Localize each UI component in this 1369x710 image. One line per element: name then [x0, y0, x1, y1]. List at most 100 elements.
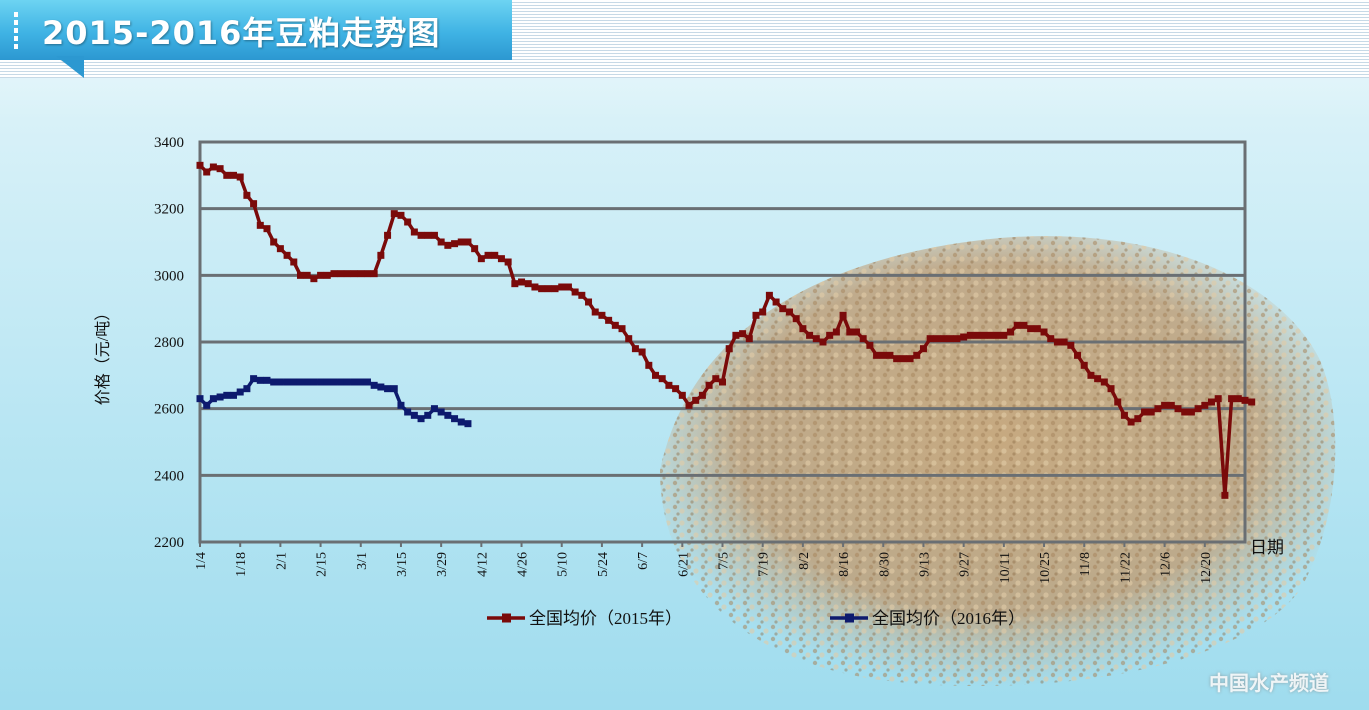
series-1-marker — [866, 341, 874, 349]
series-2-marker — [250, 375, 258, 383]
series-1-marker — [986, 331, 994, 339]
series-1-marker — [732, 331, 740, 339]
series-1-marker — [685, 401, 693, 409]
series-1-marker — [611, 321, 619, 329]
series-1-marker — [484, 251, 492, 259]
y-tick-label: 2200 — [154, 535, 184, 551]
x-tick-label: 2/1 — [274, 552, 289, 570]
x-tick-label: 7/19 — [757, 552, 772, 577]
x-tick-label: 3/29 — [435, 552, 450, 577]
series-1-marker — [417, 231, 425, 239]
series-1-marker — [598, 311, 606, 319]
series-1-marker — [1053, 338, 1061, 346]
series-1-marker — [337, 270, 345, 278]
series-1-marker — [591, 308, 599, 316]
series-1-marker — [705, 381, 713, 389]
series-1-marker — [1094, 375, 1102, 383]
series-1-marker — [323, 271, 331, 279]
y-tick-label: 2800 — [154, 335, 184, 351]
y-tick-label: 2400 — [154, 468, 184, 484]
series-2-marker — [410, 411, 418, 419]
series-1-marker — [203, 168, 211, 176]
series-2-marker — [444, 411, 452, 419]
series-1-marker — [1147, 408, 1155, 416]
series-2-marker — [209, 395, 217, 403]
series-1-marker — [625, 335, 633, 343]
series-1-marker — [1087, 371, 1095, 379]
series-1-marker — [879, 351, 887, 359]
x-tick-label: 1/4 — [194, 552, 209, 570]
series-1-marker — [1114, 398, 1122, 406]
series-1-marker — [283, 251, 291, 259]
series-1-marker — [1234, 395, 1242, 403]
series-1-marker — [497, 255, 505, 263]
series-1-marker — [370, 270, 378, 278]
legend-marker-2 — [845, 613, 854, 623]
series-1-marker — [645, 361, 653, 369]
y-tick-label: 3000 — [154, 268, 184, 284]
x-tick-label: 8/30 — [877, 552, 892, 577]
series-1-marker — [290, 258, 298, 266]
title-banner — [0, 0, 512, 60]
series-1-marker — [1120, 411, 1128, 419]
series-1-marker — [665, 381, 673, 389]
series-1-marker — [1228, 395, 1236, 403]
series-2-marker — [229, 391, 237, 399]
title-banner-tail — [56, 56, 84, 78]
series-1-marker — [511, 280, 519, 288]
legend-marker-1 — [502, 613, 511, 623]
series-1-marker — [940, 335, 948, 343]
series-1-marker — [196, 161, 204, 169]
series-1-marker — [1208, 398, 1216, 406]
x-tick-label: 10/11 — [998, 552, 1013, 583]
series-1-marker — [772, 298, 780, 306]
series-1-marker — [250, 200, 258, 208]
series-1-marker — [236, 173, 244, 181]
series-1-marker — [256, 221, 264, 229]
y-tick-label: 3200 — [154, 202, 184, 218]
series-1-marker — [779, 305, 787, 313]
series-2-marker — [390, 385, 398, 393]
series-1-marker — [859, 335, 867, 343]
series-1-marker — [216, 165, 224, 173]
series-1-marker — [839, 311, 847, 319]
x-tick-label: 4/26 — [516, 552, 531, 577]
series-1-marker — [812, 335, 820, 343]
watermark-logo: 中国水产频道 — [1209, 671, 1329, 695]
series-1-marker — [672, 385, 680, 393]
series-1-marker — [906, 355, 914, 363]
series-1-marker — [725, 345, 733, 353]
series-1-marker — [1033, 325, 1041, 333]
series-1-marker — [263, 225, 271, 233]
series-1-marker — [390, 210, 398, 218]
series-1-marker — [471, 245, 479, 253]
series-1-marker — [1161, 401, 1169, 409]
series-1-marker — [1040, 328, 1048, 336]
x-tick-label: 9/27 — [958, 552, 973, 577]
series-2-marker — [303, 378, 311, 386]
x-tick-label: 12/6 — [1159, 552, 1174, 577]
series-1-marker — [1221, 491, 1229, 499]
series-1-marker — [1214, 395, 1222, 403]
series-2-marker — [357, 378, 365, 386]
y-tick-label: 3400 — [154, 135, 184, 151]
x-tick-label: 9/13 — [917, 552, 932, 577]
x-tick-label: 7/5 — [717, 552, 732, 570]
series-2-marker — [457, 418, 465, 426]
series-1-marker — [966, 331, 974, 339]
series-2-marker — [223, 391, 231, 399]
series-2-marker — [377, 383, 385, 391]
series-1-marker — [953, 335, 961, 343]
series-2-marker — [430, 405, 438, 413]
x-axis-label: 日期 — [1250, 538, 1284, 557]
series-1-marker — [605, 316, 613, 324]
series-1-marker — [973, 331, 981, 339]
series-2-marker — [437, 408, 445, 416]
series-2-marker — [424, 411, 432, 419]
series-2-marker — [451, 415, 459, 423]
series-1-marker — [678, 391, 686, 399]
series-1-marker — [343, 270, 351, 278]
series-1-marker — [919, 345, 927, 353]
series-1-marker — [1174, 405, 1182, 413]
series-1-marker — [799, 325, 807, 333]
